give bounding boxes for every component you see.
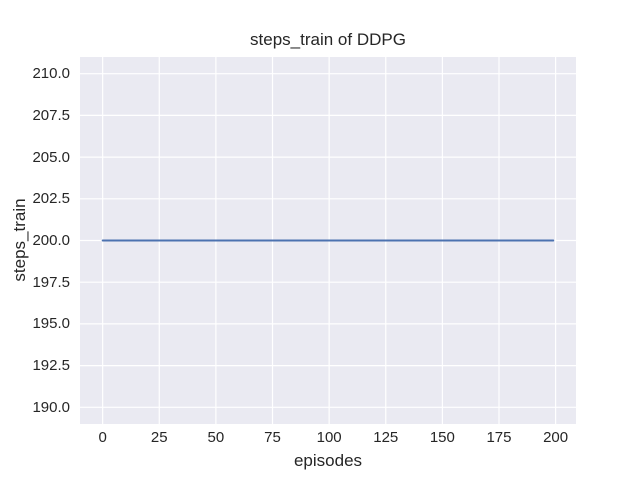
plot-canvas xyxy=(80,57,576,424)
y-tick-label: 202.5 xyxy=(32,190,70,208)
y-tick-label: 197.5 xyxy=(32,273,70,291)
x-tick-label: 100 xyxy=(316,429,342,446)
x-tick-label: 175 xyxy=(486,429,512,446)
y-tick-label: 200.0 xyxy=(32,232,70,249)
x-tick-label: 125 xyxy=(373,429,399,446)
chart-title: steps_train of DDPG xyxy=(250,30,406,49)
y-tick-label: 190.0 xyxy=(32,398,70,416)
y-tick-label: 195.0 xyxy=(32,315,70,333)
plot-area xyxy=(80,57,576,424)
x-tick-label: 75 xyxy=(264,429,281,446)
y-tick-label: 210.0 xyxy=(32,65,70,83)
x-tick-label: 200 xyxy=(543,429,569,446)
y-tick-label: 192.5 xyxy=(32,357,70,375)
x-tick-label: 0 xyxy=(98,429,107,446)
x-tick-label: 25 xyxy=(150,429,168,446)
y-tick-label: 205.0 xyxy=(32,148,70,166)
x-tick-label: 50 xyxy=(207,429,225,446)
x-tick-label: 150 xyxy=(429,429,455,446)
x-axis-label: episodes xyxy=(293,451,363,470)
y-tick-label: 207.5 xyxy=(32,106,70,124)
